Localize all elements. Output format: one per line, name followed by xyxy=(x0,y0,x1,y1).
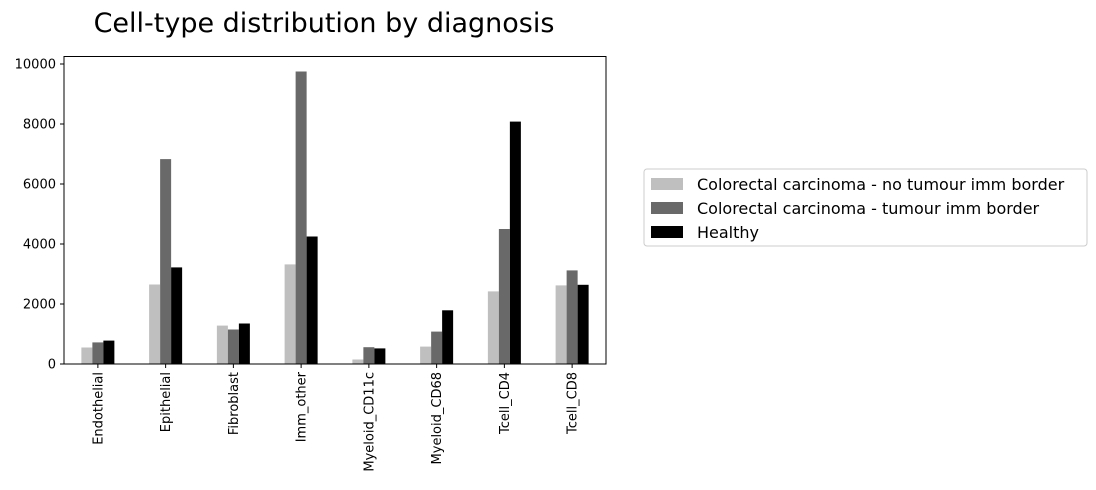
x-tick-label: Tcell_CD8 xyxy=(566,372,581,435)
bar-tcell-cd8-series-0 xyxy=(555,285,567,364)
bars-group xyxy=(81,71,589,364)
bar-endothelial-series-1 xyxy=(92,342,104,364)
legend-swatch xyxy=(651,178,683,190)
bar-myeloid-cd11c-series-1 xyxy=(363,347,375,364)
bar-endothelial-series-0 xyxy=(81,347,93,364)
bar-imm-other-series-2 xyxy=(306,236,318,364)
bar-tcell-cd4-series-0 xyxy=(487,291,499,364)
legend: Colorectal carcinoma - no tumour imm bor… xyxy=(643,168,1088,247)
bar-myeloid-cd68-series-0 xyxy=(420,346,432,364)
bar-tcell-cd8-series-1 xyxy=(566,270,578,364)
bar-myeloid-cd11c-series-0 xyxy=(352,359,364,364)
plot-frame xyxy=(63,56,607,365)
y-tick-label: 10000 xyxy=(15,58,56,73)
bar-fibroblast-series-0 xyxy=(216,325,228,364)
x-tick-label: Fibroblast xyxy=(227,372,242,435)
y-tick-label: 4000 xyxy=(23,238,56,253)
chart-title: Cell-type distribution by diagnosis xyxy=(94,8,555,39)
bar-myeloid-cd68-series-1 xyxy=(431,331,443,364)
bar-myeloid-cd11c-series-2 xyxy=(374,348,386,364)
x-tick-label: Imm_other xyxy=(295,371,310,442)
bar-imm-other-series-0 xyxy=(284,264,296,364)
bar-endothelial-series-2 xyxy=(103,340,115,364)
x-tick-label: Endothelial xyxy=(91,372,106,445)
y-axis: 0 2000 4000 6000 8000 10000 xyxy=(15,58,64,373)
legend-swatch xyxy=(651,202,683,214)
legend-label: Healthy xyxy=(697,223,759,242)
bar-fibroblast-series-2 xyxy=(238,323,250,364)
bar-tcell-cd4-series-2 xyxy=(509,121,521,364)
x-tick-label: Tcell_CD4 xyxy=(498,372,513,435)
legend-label: Colorectal carcinoma - tumour imm border xyxy=(697,199,1040,218)
y-tick-label: 6000 xyxy=(23,178,56,193)
bar-fibroblast-series-1 xyxy=(227,329,239,364)
x-tick-label: Epithelial xyxy=(159,372,174,432)
x-axis: Endothelial Epithelial Fibroblast Imm_other… xyxy=(91,364,581,472)
legend-swatch xyxy=(651,226,683,238)
y-tick-label: 2000 xyxy=(23,298,56,313)
bar-epithelial-series-0 xyxy=(149,284,161,364)
y-tick-label: 0 xyxy=(48,358,56,373)
bar-imm-other-series-1 xyxy=(295,71,307,364)
legend-label: Colorectal carcinoma - no tumour imm bor… xyxy=(697,175,1065,194)
y-tick-label: 8000 xyxy=(23,118,56,133)
bar-epithelial-series-1 xyxy=(160,159,172,364)
bar-tcell-cd8-series-2 xyxy=(577,284,589,364)
bar-tcell-cd4-series-1 xyxy=(498,229,510,364)
bar-epithelial-series-2 xyxy=(171,267,183,364)
bar-myeloid-cd68-series-2 xyxy=(442,310,454,364)
x-tick-label: Myeloid_CD68 xyxy=(430,372,445,464)
x-tick-label: Myeloid_CD11c xyxy=(362,372,377,472)
legend-frame xyxy=(643,168,1088,247)
